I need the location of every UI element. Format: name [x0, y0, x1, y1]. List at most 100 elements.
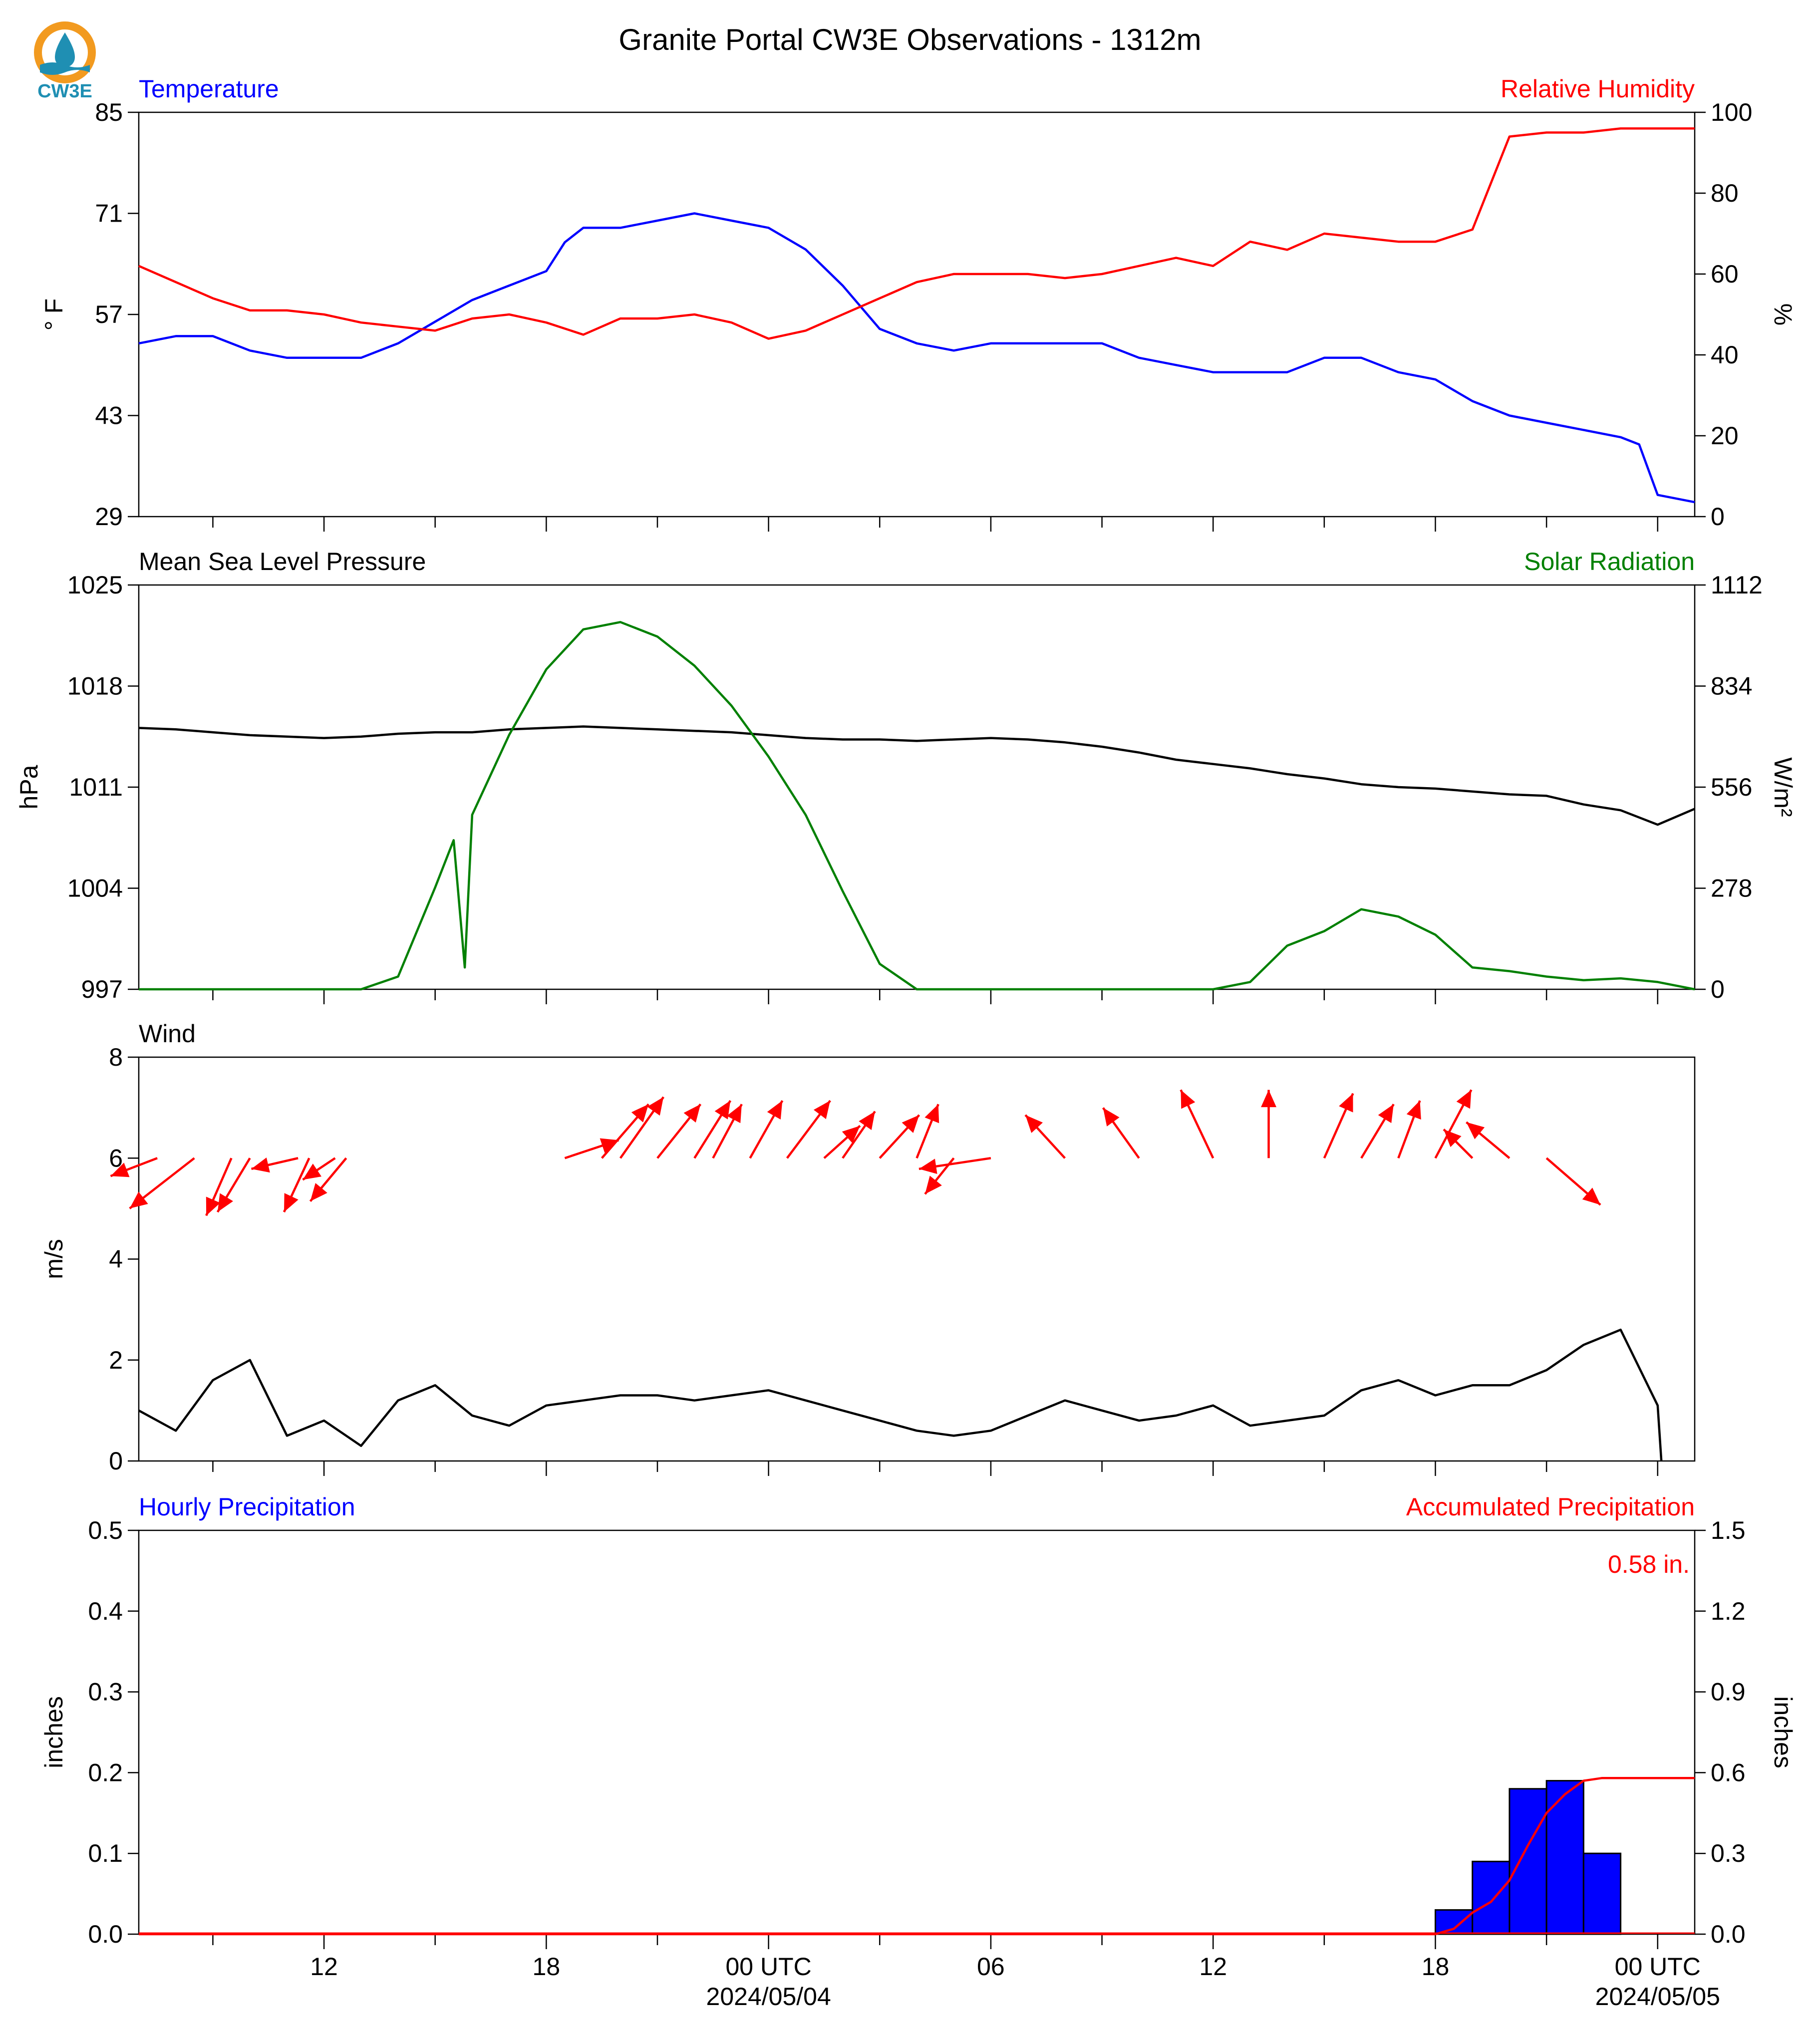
- wind-arrow-head: [842, 1126, 860, 1144]
- wind-arrow-head: [1466, 1122, 1485, 1140]
- y-right-tick-label: 556: [1711, 773, 1752, 801]
- precip-bar: [1582, 1852, 1622, 1935]
- wind-arrow-head: [1456, 1090, 1472, 1109]
- x-tick-label: 18: [533, 1953, 561, 1981]
- wind-arrow: [601, 1103, 649, 1159]
- wind-arrow-head: [924, 1104, 939, 1124]
- panel-temperature-humidity: 29 43 57 71 85 0 20 40 60 80 100 Temperature Relativ…: [40, 75, 1797, 532]
- wind-arrow-head: [859, 1111, 875, 1130]
- panel-right-title: Accumulated Precipitation: [1406, 1493, 1695, 1521]
- x-tick-label: 06: [977, 1953, 1005, 1981]
- cw3e-logo: CW3E: [27, 17, 102, 102]
- wind-arrow-head: [1181, 1090, 1196, 1109]
- y-right-tick-label: 0.0: [1711, 1920, 1746, 1948]
- wind-arrow: [915, 1104, 939, 1159]
- plot-frame: [138, 584, 1696, 990]
- y-right-tick-label: 40: [1711, 341, 1739, 369]
- wind-arrow-head: [925, 1175, 942, 1194]
- y-left-axis-label: ° F: [40, 298, 68, 330]
- series-line-right: [139, 1776, 1695, 1936]
- wind-arrow: [1443, 1129, 1474, 1159]
- wind-arrow: [129, 1157, 195, 1209]
- plot-frame: [138, 1529, 1696, 1935]
- x-tick-label: 12: [310, 1953, 338, 1981]
- y-right-tick-label: 1.2: [1711, 1597, 1746, 1625]
- series-line-right: [138, 127, 1695, 340]
- panel-left-title: Wind: [139, 1020, 196, 1048]
- panel-left-title: Mean Sea Level Pressure: [139, 548, 426, 576]
- x-tick-label: 18: [1422, 1953, 1450, 1981]
- wind-arrow-head: [726, 1104, 742, 1124]
- y-right-tick-label: 278: [1711, 874, 1752, 902]
- wind-arrow: [216, 1158, 251, 1213]
- wind-arrow-head: [1406, 1101, 1421, 1120]
- wind-arrow: [1466, 1121, 1511, 1159]
- wind-arrow-head: [1582, 1187, 1601, 1205]
- wind-arrow: [251, 1157, 299, 1173]
- y-right-tick-label: 0: [1711, 975, 1725, 1003]
- y-right-tick-label: 0.6: [1711, 1758, 1746, 1786]
- x-date-label: 2024/05/05: [1595, 1983, 1720, 2011]
- y-left-tick-label: 29: [95, 503, 123, 531]
- wind-arrow-head: [206, 1196, 221, 1216]
- wind-arrow-head: [129, 1191, 148, 1209]
- y-right-axis-label: W/m²: [1769, 757, 1797, 817]
- figure-title: Granite Portal CW3E Observations - 1312m: [618, 23, 1201, 56]
- wind-arrow-head: [631, 1104, 649, 1123]
- y-left-tick-label: 0.2: [88, 1758, 123, 1786]
- wind-arrow: [1360, 1104, 1395, 1159]
- y-left-tick-label: 0.3: [88, 1678, 123, 1706]
- y-left-tick-label: 71: [95, 200, 123, 228]
- precip-bar: [1509, 1788, 1547, 1935]
- wind-arrow: [302, 1157, 336, 1181]
- wind-arrow: [1397, 1100, 1421, 1159]
- y-left-tick-label: 0.0: [88, 1920, 123, 1948]
- wind-arrow: [749, 1100, 784, 1159]
- wind-arrow-head: [1444, 1129, 1462, 1148]
- wind-arrow-head: [683, 1104, 701, 1123]
- y-right-tick-label: 100: [1711, 98, 1752, 126]
- wind-arrow-head: [284, 1193, 299, 1212]
- y-left-tick-label: 0.5: [88, 1516, 123, 1544]
- wind-arrow-head: [251, 1157, 270, 1173]
- wind-arrow: [110, 1157, 158, 1177]
- plot-frame: [138, 111, 1696, 518]
- x-tick-label: 12: [1199, 1953, 1227, 1981]
- y-left-tick-label: 0.4: [88, 1597, 123, 1625]
- wind-arrow-head: [303, 1163, 322, 1180]
- y-right-tick-label: 1.5: [1711, 1516, 1746, 1544]
- series-line-right: [139, 621, 1695, 991]
- wind-arrow-head: [647, 1097, 664, 1116]
- y-left-tick-label: 1018: [67, 672, 123, 700]
- y-right-tick-label: 20: [1711, 422, 1739, 450]
- wind-arrow-head: [918, 1159, 937, 1174]
- wind-arrow: [786, 1100, 831, 1159]
- y-left-tick-label: 1004: [67, 874, 123, 902]
- wind-arrow: [918, 1157, 991, 1174]
- x-tick-label: 00 UTC: [726, 1953, 812, 1981]
- wind-arrow-head: [110, 1162, 130, 1177]
- wind-arrow: [1261, 1090, 1277, 1159]
- wind-arrow: [205, 1158, 233, 1216]
- panel-pressure-solar: 997 1004 1011 1018 1025 0 278 556 834 1112 Mean Se…: [15, 548, 1797, 1004]
- y-left-tick-label: 0.1: [88, 1839, 123, 1867]
- wind-arrow: [564, 1138, 619, 1159]
- panel-left-title: Hourly Precipitation: [139, 1493, 355, 1521]
- wind-arrow: [693, 1100, 732, 1159]
- y-right-tick-label: 0: [1711, 503, 1725, 531]
- series-line-left: [138, 212, 1695, 504]
- wind-arrow-head: [714, 1101, 731, 1120]
- panel-right-title: Solar Radiation: [1524, 548, 1695, 576]
- y-left-tick-label: 43: [95, 402, 123, 430]
- y-right-tick-label: 834: [1711, 672, 1752, 700]
- y-left-tick-label: 1025: [67, 571, 123, 599]
- y-left-axis-label: inches: [40, 1696, 68, 1768]
- precip-bar: [1545, 1780, 1584, 1935]
- wind-arrow-head: [1103, 1108, 1120, 1127]
- wind-arrow: [656, 1103, 702, 1159]
- accumulated-total-label: 0.58 in.: [1608, 1550, 1690, 1578]
- y-right-tick-label: 80: [1711, 179, 1739, 207]
- y-right-tick-label: 0.9: [1711, 1678, 1746, 1706]
